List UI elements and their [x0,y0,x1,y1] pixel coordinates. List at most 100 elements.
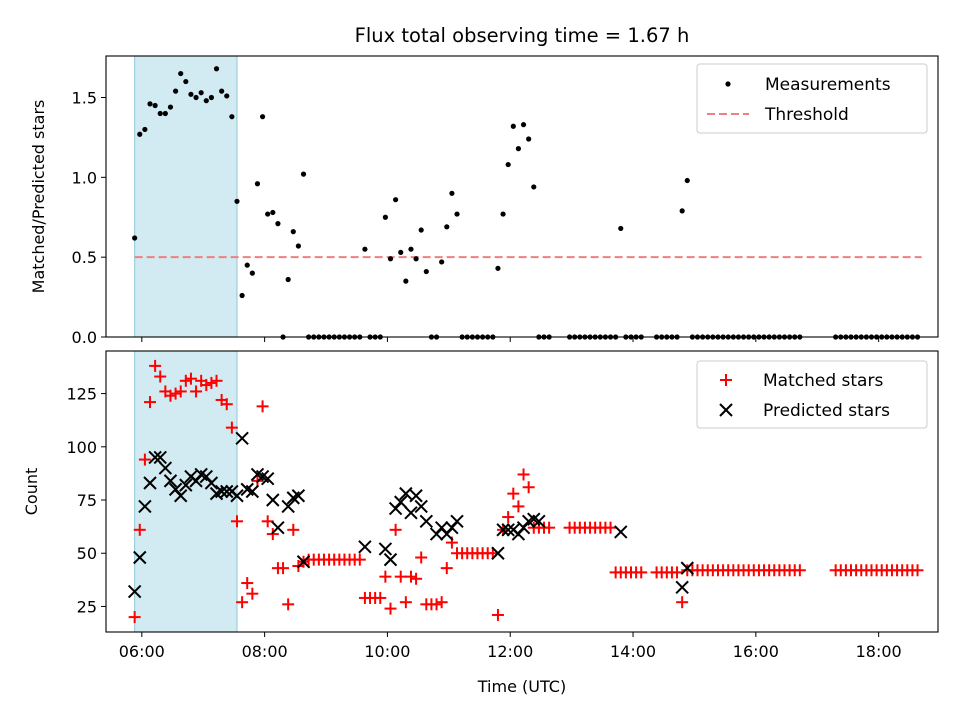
measurement-point [265,211,271,217]
measurement-point [275,221,281,227]
x-tick-label: 12:00 [487,642,533,661]
ratio-plot-frame [105,55,939,338]
measurement-point [684,177,690,184]
chart-title: Flux total observing time = 1.67 h [355,24,690,47]
predicted-star-point [148,450,162,465]
measurement-point [408,246,414,252]
measurement-point [203,98,209,104]
matched-star-point [138,453,151,466]
measurement-point [239,292,245,299]
matched-star-point [415,551,428,564]
matched-star-point [220,398,233,411]
matched-star-point [241,577,254,590]
measurement-point [244,262,250,268]
ratio-y-axis: 0.0 0.5 1.0 1.5 [72,89,106,347]
matched-star-point [230,515,243,528]
ratio-y-tick-label: 1.5 [72,89,97,108]
matched-star-point [128,611,141,624]
measurement-point [531,184,537,190]
matched-star-point [543,521,556,534]
predicted-star-point [281,499,295,514]
measurement-point [382,214,388,220]
measurement-point [300,171,307,177]
predicted-star-point [179,478,193,492]
measurement-point [618,225,624,232]
predicted-star-point [235,431,249,445]
legend-matched-marker [720,374,732,386]
matched-star-point [353,553,366,566]
predicted-star-point [675,580,689,595]
matched-star-point [205,376,218,389]
measurement-point [162,110,168,117]
predicted-star-point [496,523,510,537]
matched-star-point [384,602,397,615]
predicted-star-point [138,499,152,514]
matched-star-point [210,374,223,387]
measurement-point [505,161,511,168]
matched-star-point [399,596,412,609]
ratio-y-tick-label: 0.5 [72,248,97,267]
predicted-star-point [133,550,147,565]
measurement-point [234,198,240,204]
predicted-star-point [394,495,408,509]
predicted-star-point [163,474,178,488]
predicted-star-point [491,546,505,560]
predicted-star-point [271,520,285,535]
matched-star-point [261,515,274,528]
predicted-star-point [680,561,694,575]
matched-star-point [671,566,684,579]
predicted-star-point [501,523,515,537]
count-y-tick-label: 100 [66,438,97,457]
measurement-point [142,126,148,133]
measurement-point [254,181,261,187]
matched-star-point [435,596,448,609]
matched-star-point [522,481,535,494]
predicted-star-point [378,542,393,556]
legend-threshold-label: Threshold [764,105,849,125]
x-tick-label: 10:00 [364,642,410,661]
predicted-star-point [291,489,306,503]
matched-star-point [133,523,146,536]
matched-star-point [404,570,417,583]
legend-predicted-marker [719,403,733,417]
matched-star-point [236,596,249,609]
predicted-star-point [204,476,219,490]
legend-measurement-marker [725,81,731,87]
matched-star-point [512,500,525,513]
measurement-point [444,224,450,230]
matched-star-point [246,587,259,600]
measurement-point [398,249,404,255]
measurement-point [526,136,532,142]
count-y-tick-label: 75 [77,491,97,510]
matched-star-point [676,596,689,609]
count-y-label: Count [22,468,41,516]
ratio-observing-window [134,55,238,338]
measurement-points [132,66,921,340]
ratio-legend: Measurements Threshold [696,63,928,134]
measurement-point [229,114,235,120]
measurement-point [178,70,184,77]
x-tick-label: 06:00 [119,642,165,661]
matched-star-point [374,591,387,604]
legend-matched-label: Matched stars [763,371,883,391]
x-tick-label: 16:00 [733,642,779,661]
predicted-star-point [266,493,280,507]
matched-star-point [507,487,520,500]
measurement-point [393,197,399,203]
predicted-star-point [532,514,546,529]
matched-star-point [144,396,157,409]
predicted-star-point [214,484,229,499]
measurement-point [167,104,174,110]
ratio-y-tick-label: 0.0 [72,328,97,347]
matched-star-point [410,572,423,585]
count-legend: Matched stars Predicted stars [696,360,928,429]
matched-star-point [911,564,924,577]
measurement-point [295,243,301,249]
measurement-point [147,101,153,107]
measurement-point [198,90,204,96]
matched-star-point [169,387,182,400]
predicted-star-point [450,514,464,529]
measurement-point [439,259,445,265]
measurement-point [362,246,368,252]
ratio-legend-box [696,63,928,134]
